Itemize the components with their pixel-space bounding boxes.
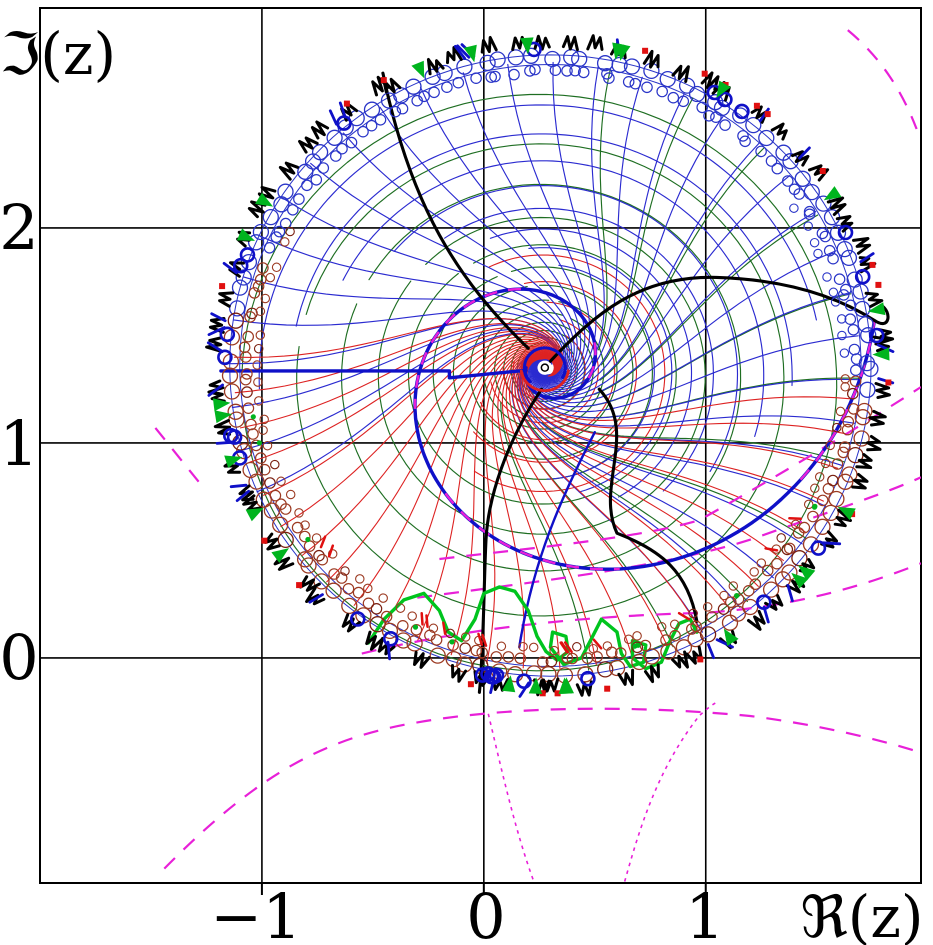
x-tick-label-minus1: −1 — [210, 880, 302, 945]
x-axis-label: ℜ(z) — [800, 883, 924, 945]
y-tick-label-0: 0 — [0, 621, 39, 694]
x-tick-label-1: 1 — [685, 880, 725, 945]
y-tick-label-1: 1 — [0, 407, 39, 480]
x-tick-label-0: 0 — [466, 880, 506, 945]
y-axis-label: ℑ(z) — [0, 20, 117, 88]
y-tick-label-2: 2 — [0, 191, 39, 264]
